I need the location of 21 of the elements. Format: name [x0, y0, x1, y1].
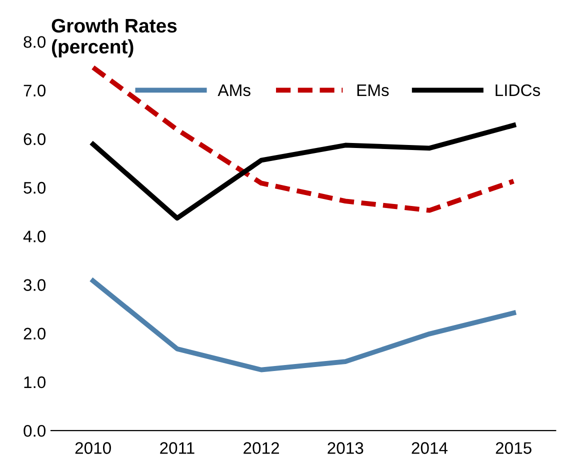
legend-label: LIDCs: [496, 84, 540, 96]
x-tick-label: 2014: [412, 442, 448, 454]
x-tick-label: 2010: [75, 442, 111, 454]
y-tick-label: 5.0: [24, 182, 46, 194]
y-tick-label: 0.0: [24, 424, 46, 437]
x-tick-label: 2012: [244, 442, 279, 454]
y-tick-label: 8.0: [24, 36, 46, 48]
line-series: [90, 122, 516, 221]
y-tick-label: 6.0: [24, 133, 46, 146]
line-series: [90, 278, 516, 372]
legend-label: AMs: [218, 84, 250, 96]
x-tick-label: 2013: [328, 442, 364, 454]
y-tick-label: 2.0: [24, 328, 46, 340]
y-tick-label: 3.0: [24, 279, 46, 291]
y-tick-label: 4.0: [23, 230, 46, 242]
y-tick-label: 1.0: [24, 376, 46, 388]
y-tick-label: 7.0: [24, 84, 46, 96]
legend-label: EMs: [357, 84, 389, 96]
x-tick-label: 2015: [496, 442, 532, 454]
x-tick-label: 2011: [160, 442, 194, 454]
chart-title: Growth Rates (percent): [52, 18, 177, 58]
